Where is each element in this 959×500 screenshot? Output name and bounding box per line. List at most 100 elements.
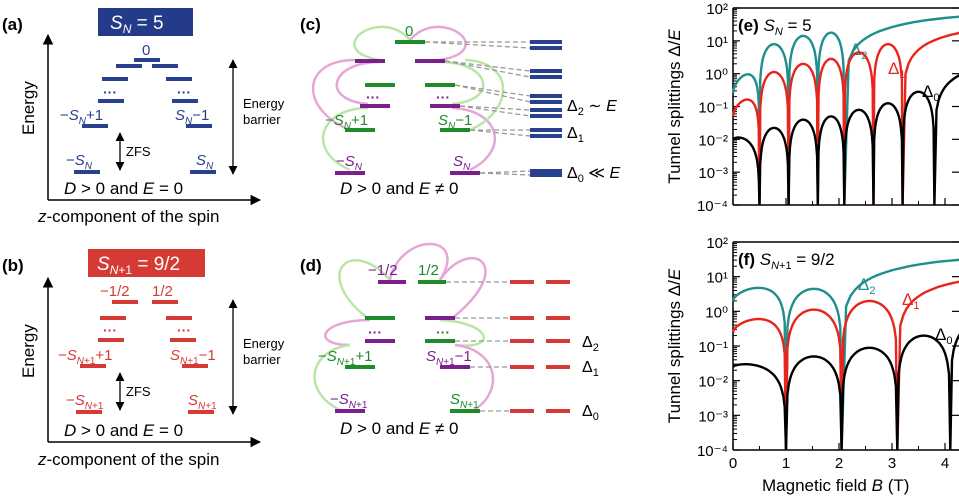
- y-tick-label: 10²: [706, 1, 728, 18]
- panel-b: (b) SN+1 = 9/2 Energy z-component of the…: [2, 249, 285, 469]
- y-tick-label: 10²: [706, 235, 728, 252]
- panel-c-dots-left: ···: [366, 89, 380, 105]
- panel-d-right-mid: SN+1−1: [426, 348, 472, 368]
- series-line-Δ0: [732, 333, 959, 451]
- panel-a-badge: [98, 8, 193, 36]
- y-tick-label: 10¹: [706, 34, 728, 51]
- x-tick-label: 4: [941, 455, 949, 472]
- panel-b-barrier-1: Energy: [243, 336, 285, 351]
- panel-d-delta1: Δ1: [582, 359, 599, 379]
- x-tick-label: 3: [888, 455, 896, 472]
- panel-c-delta2: Δ2 ∼ E: [567, 98, 617, 118]
- panel-annotation: (f) SN+1 = 9/2: [738, 250, 835, 272]
- panel-b-dots-left: ···: [103, 322, 117, 338]
- y-tick-label: 10⁻³: [698, 165, 728, 182]
- panel-b-barrier-2: barrier: [243, 352, 281, 367]
- panel-a: (a) SN = 5 Energy z-component of the spi…: [2, 8, 285, 226]
- series-label: Δ1: [888, 59, 905, 81]
- panel-c-delta0: Δ0 ≪ E: [567, 165, 620, 185]
- panel-b-dots-right: ···: [177, 322, 191, 338]
- series-line-Δ1: [731, 31, 959, 206]
- panel-d-split-levels: [510, 280, 570, 413]
- panel-a-right-bottom: SN: [196, 152, 214, 172]
- series-line-Δ0: [732, 74, 959, 206]
- panel-c-delta1: Δ1: [567, 125, 584, 145]
- panel-c: (c) 0 ··· ··· −SN+1 SN−1 −SN SN: [300, 15, 620, 198]
- y-tick-label: 10⁻²: [698, 132, 728, 149]
- panel-d-dots-right: ···: [436, 324, 450, 340]
- panel-c-arcs: [311, 25, 505, 172]
- series-label: Δ2: [850, 40, 867, 62]
- panel-a-barrier-1: Energy: [243, 96, 285, 111]
- panel-a-levels: [74, 58, 216, 174]
- panel-b-top-right: 1/2: [152, 283, 173, 300]
- panel-a-top-label: 0: [142, 42, 150, 59]
- panel-c-split-levels: [530, 40, 562, 177]
- panel-c-dashes: [424, 41, 531, 176]
- panel-d-dots-left: ···: [368, 324, 382, 340]
- panel-d-delta0: Δ0: [582, 403, 599, 423]
- panel-a-right-mid: SN−1: [175, 107, 209, 127]
- y-axis-label: Tunnel splittings Δ/E: [665, 268, 684, 423]
- panel-a-badge-text: SN = 5: [110, 13, 164, 36]
- series-label: Δ1: [902, 290, 919, 312]
- panel-d-tag: (d): [300, 256, 322, 275]
- x-tick-label: 0: [729, 455, 737, 472]
- panel-b-badge: [88, 249, 205, 277]
- panel-d-levels: [335, 280, 480, 413]
- panel-b-right-bottom: SN+1: [188, 392, 217, 412]
- panel-c-dots-right: ···: [436, 89, 450, 105]
- panel-b-tag: (b): [2, 256, 24, 275]
- panel-d-top-right: 1/2: [418, 262, 439, 279]
- panel-a-condition: D > 0 and E = 0: [64, 179, 183, 198]
- y-tick-label: 10⁻³: [698, 408, 728, 425]
- panel-c-top-label: 0: [405, 23, 413, 40]
- x-tick-label: 2: [835, 455, 843, 472]
- x-tick-label: 1: [782, 455, 790, 472]
- y-axis-label: Tunnel splittings Δ/E: [665, 29, 684, 184]
- series-label: Δ0: [935, 325, 952, 347]
- panel-b-badge-text: SN+1 = 9/2: [97, 254, 180, 277]
- panel-a-left-mid: −SN+1: [60, 107, 103, 127]
- panel-b-top-left: −1/2: [100, 283, 130, 300]
- panel-a-ylabel: Energy: [19, 81, 38, 135]
- panel-c-left-mid: −SN+1: [325, 112, 368, 132]
- panel-d-top-left: −1/2: [368, 262, 398, 279]
- panel-a-dots-right: ···: [177, 84, 191, 100]
- y-tick-label: 10⁰: [705, 304, 728, 321]
- panel-c-levels: [335, 40, 480, 175]
- y-tick-label: 10⁻¹: [698, 339, 728, 356]
- panel-annotation: (e) SN = 5: [738, 16, 812, 38]
- panel-b-levels: [76, 300, 214, 414]
- panel-b-xlabel: z-component of the spin: [37, 450, 219, 469]
- series-label: Δ0: [922, 82, 939, 104]
- panel-b-left-mid: −SN+1+1: [58, 347, 113, 367]
- series-line-Δ1: [731, 280, 959, 451]
- panel-d-left-mid: −SN+1+1: [318, 348, 373, 368]
- chart-e: 10² 10¹ 10⁰ 10⁻¹ 10⁻² 10⁻³ 10⁻⁴ Tunnel splittin…: [665, 1, 959, 215]
- y-tick-label: 10⁻¹: [698, 100, 728, 117]
- panel-b-left-bottom: −SN+1: [66, 392, 104, 412]
- series-line-Δ2: [731, 15, 959, 206]
- panel-a-left-bottom: −SN: [66, 152, 93, 172]
- y-tick-label: 10¹: [706, 270, 728, 287]
- y-tick-label: 10⁻⁴: [697, 443, 728, 460]
- panel-d-condition: D > 0 and E ≠ 0: [340, 419, 459, 438]
- series-line-Δ2: [731, 258, 959, 451]
- y-tick-label: 10⁻⁴: [697, 198, 728, 215]
- y-tick-label: 10⁰: [705, 67, 728, 84]
- x-axis-label: Magnetic field B (T): [762, 476, 909, 495]
- panel-d-dashes: [446, 281, 510, 412]
- panel-a-dots-left: ···: [103, 84, 117, 100]
- panel-d: (d) −1/2 1/2 ··· ··· −SN+1+1 SN+1−1 −SN+…: [300, 242, 599, 438]
- panel-a-barrier-2: barrier: [243, 112, 281, 127]
- panel-d-right-bottom: SN+1: [450, 391, 479, 411]
- panel-c-condition: D > 0 and E ≠ 0: [340, 179, 459, 198]
- panel-d-arcs: [313, 242, 495, 414]
- panel-d-delta2: Δ2: [582, 334, 599, 354]
- panel-a-zfs: ZFS: [126, 144, 151, 159]
- panel-a-xlabel: z-component of the spin: [37, 207, 219, 226]
- panel-b-ylabel: Energy: [19, 324, 38, 378]
- panel-c-tag: (c): [300, 15, 321, 34]
